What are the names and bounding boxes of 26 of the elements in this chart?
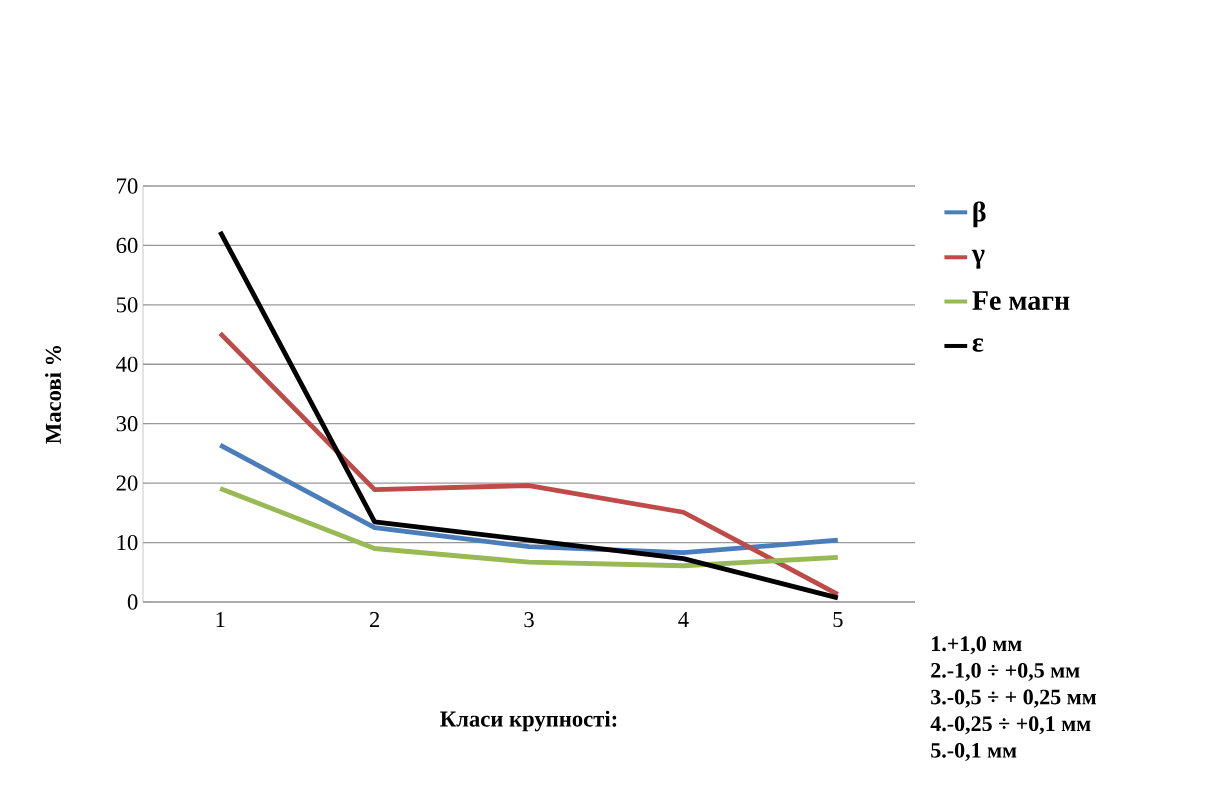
- text: 2.-1,0 ÷ +0,5 мм: [931, 662, 1080, 681]
- y-tick-label: 40: [116, 356, 138, 372]
- line-series: [217, 330, 841, 597]
- text: 4.-0,25 ÷ +0,1 мм: [930, 716, 1091, 735]
- y-tick-label: 30: [116, 416, 138, 432]
- legend-label: β: [973, 201, 986, 228]
- y-tick-label: 70: [117, 178, 138, 194]
- x-tick-label: 3: [524, 612, 534, 628]
- text: 1.+1,0 мм: [932, 636, 1022, 655]
- legend-label: ε: [972, 338, 984, 352]
- x-tick-label: 1: [216, 612, 225, 627]
- x-tick-label: 2: [369, 612, 380, 628]
- y-tick-label: 10: [117, 534, 138, 551]
- x-tick-label: 4: [678, 612, 689, 627]
- line-series: [217, 486, 841, 569]
- text: 3.-0,5 ÷ + 0,25 мм: [931, 689, 1096, 708]
- x-axis-title: Класи крупності:: [440, 710, 617, 732]
- y-tick-label: 50: [116, 297, 138, 313]
- y-tick-label: 60: [116, 237, 138, 254]
- legend-label: Fe магн: [972, 291, 1070, 310]
- y-tick-label: 0: [127, 594, 138, 610]
- y-axis-title: Масові %: [45, 345, 62, 444]
- y-tick-label: 20: [116, 475, 138, 491]
- text: 5.-0,1 мм: [931, 742, 1017, 761]
- legend-label: γ: [971, 249, 985, 269]
- x-tick-label: 5: [833, 612, 843, 628]
